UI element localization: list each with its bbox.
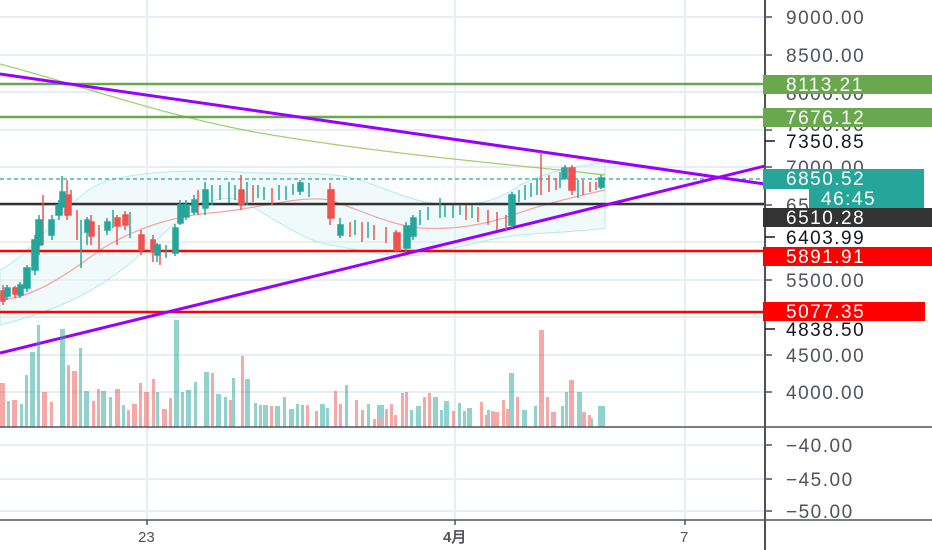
svg-text:46:45: 46:45 [821,189,876,210]
ascending-trendline[interactable] [0,164,766,355]
time-label-23: 23 [138,529,155,546]
svg-text:4838.50: 4838.50 [786,320,865,341]
price-tick-5500: 5500.00 [786,271,865,292]
time-label-7: 7 [680,529,688,546]
countdown-label: 46:45 [809,189,924,210]
indicator-tick-minus40: −40.00 [786,436,854,457]
indicator-tick-minus45: −45.00 [786,470,854,491]
long-moving-average [0,63,606,176]
price-tick-8500: 8500.00 [786,46,865,67]
indicator-tick-minus50: −50.00 [786,502,854,523]
price-tick-4500: 4500.00 [786,346,865,367]
descending-trendline[interactable] [0,72,766,186]
price-label-8113[interactable]: 8113.21 [763,75,932,96]
svg-text:7350.85: 7350.85 [786,132,865,153]
plain-price-label-7350: 7350.85 [765,131,932,153]
svg-text:6403.99: 6403.99 [786,228,865,249]
price-tick-9000: 9000.00 [786,8,865,29]
svg-text:7676.12: 7676.12 [786,108,865,129]
svg-text:8113.21: 8113.21 [786,75,864,96]
price-label-5891[interactable]: 5891.91 [763,247,932,268]
svg-text:6510.28: 6510.28 [786,208,865,229]
price-label-5077[interactable]: 5077.35 [763,302,925,323]
svg-text:6850.52: 6850.52 [786,169,865,190]
price-tick-4000: 4000.00 [786,383,865,404]
price-label-6510[interactable]: 6510.28 [763,208,932,229]
candles [0,152,605,305]
time-label-april: 4月 [443,529,466,546]
svg-text:5891.91: 5891.91 [786,247,865,268]
plain-price-label-4838: 4838.50 [765,319,932,341]
price-label-7676[interactable]: 7676.12 [763,108,932,129]
last-price-label[interactable]: 6850.52 [763,169,924,190]
price-ticks [765,16,772,512]
svg-text:5077.35: 5077.35 [786,302,865,323]
volume-bars [0,320,605,427]
time-ticks [146,520,686,525]
plain-price-label-6403: 6403.99 [765,227,932,249]
